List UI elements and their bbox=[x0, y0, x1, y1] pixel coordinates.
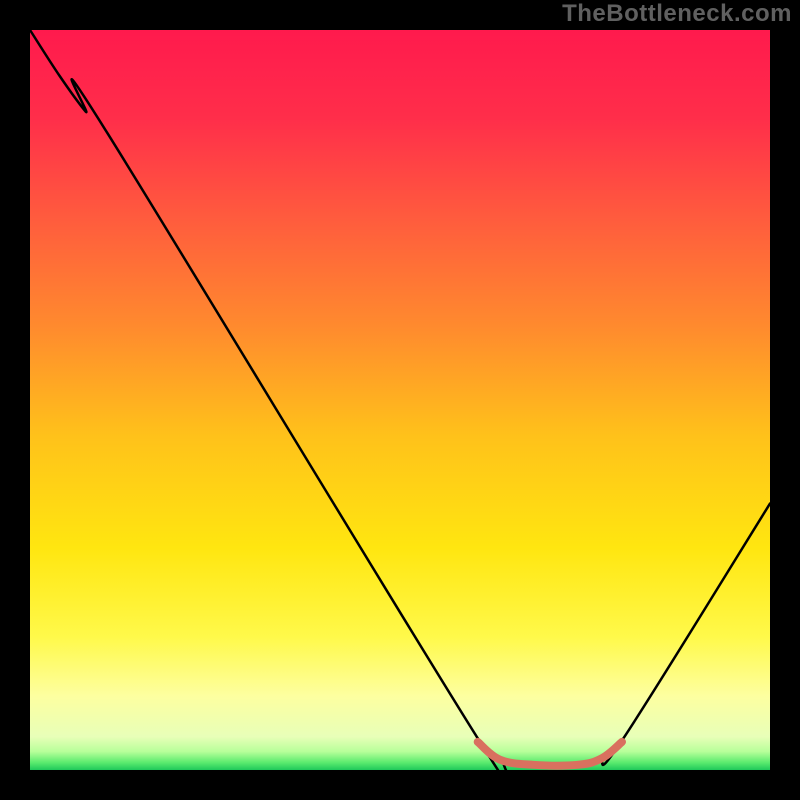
bottleneck-chart bbox=[0, 0, 800, 800]
plot-gradient-background bbox=[30, 30, 770, 770]
watermark-text: TheBottleneck.com bbox=[562, 0, 792, 28]
chart-root: TheBottleneck.com bbox=[0, 0, 800, 800]
